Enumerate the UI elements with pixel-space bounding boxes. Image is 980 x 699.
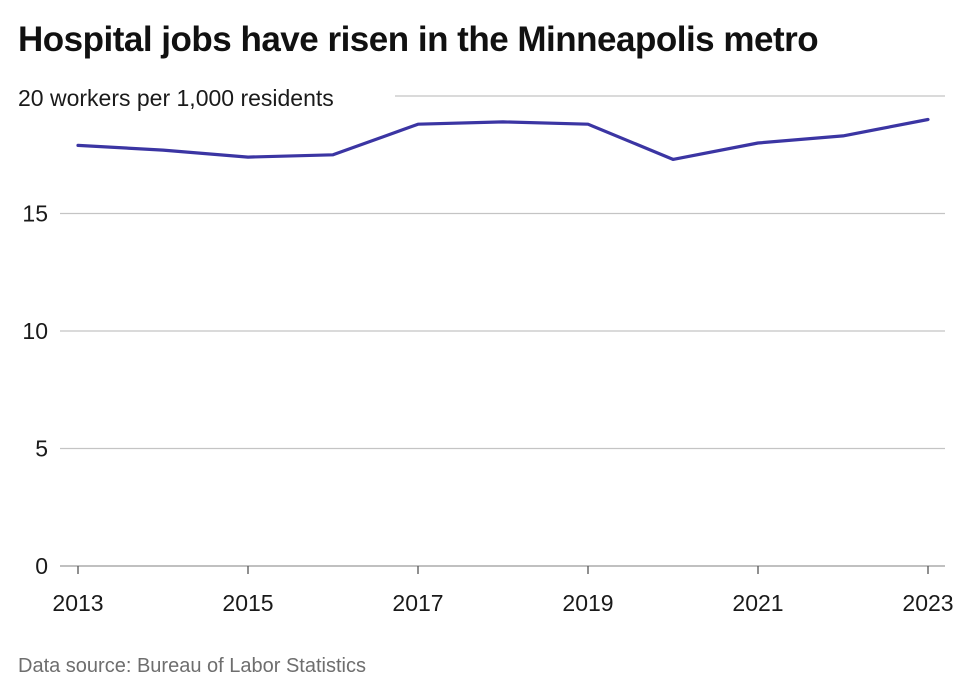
x-axis xyxy=(77,566,929,574)
series-line-0 xyxy=(76,117,930,161)
chart-title: Hospital jobs have risen in the Minneapo… xyxy=(18,20,819,59)
series-layer xyxy=(76,117,930,161)
y-tick-label-top: 20 workers per 1,000 residents xyxy=(18,85,334,111)
x-tick-label-2019: 2019 xyxy=(562,590,613,616)
x-tick-label-2017: 2017 xyxy=(392,590,443,616)
x-tick-label-2013: 2013 xyxy=(52,590,103,616)
y-tick-label-5: 5 xyxy=(35,436,48,462)
x-tick-label-2015: 2015 xyxy=(222,590,273,616)
gridlines xyxy=(60,95,945,567)
y-tick-label-10: 10 xyxy=(22,318,48,344)
tick-labels: 20 workers per 1,000 residents 0 5 10 15 201… xyxy=(18,85,954,616)
data-source-note: Data source: Bureau of Labor Statistics xyxy=(18,655,366,677)
y-tick-label-15: 15 xyxy=(22,201,48,227)
y-tick-label-0: 0 xyxy=(35,553,48,579)
x-tick-label-2021: 2021 xyxy=(732,590,783,616)
x-tick-label-2023: 2023 xyxy=(902,590,953,616)
